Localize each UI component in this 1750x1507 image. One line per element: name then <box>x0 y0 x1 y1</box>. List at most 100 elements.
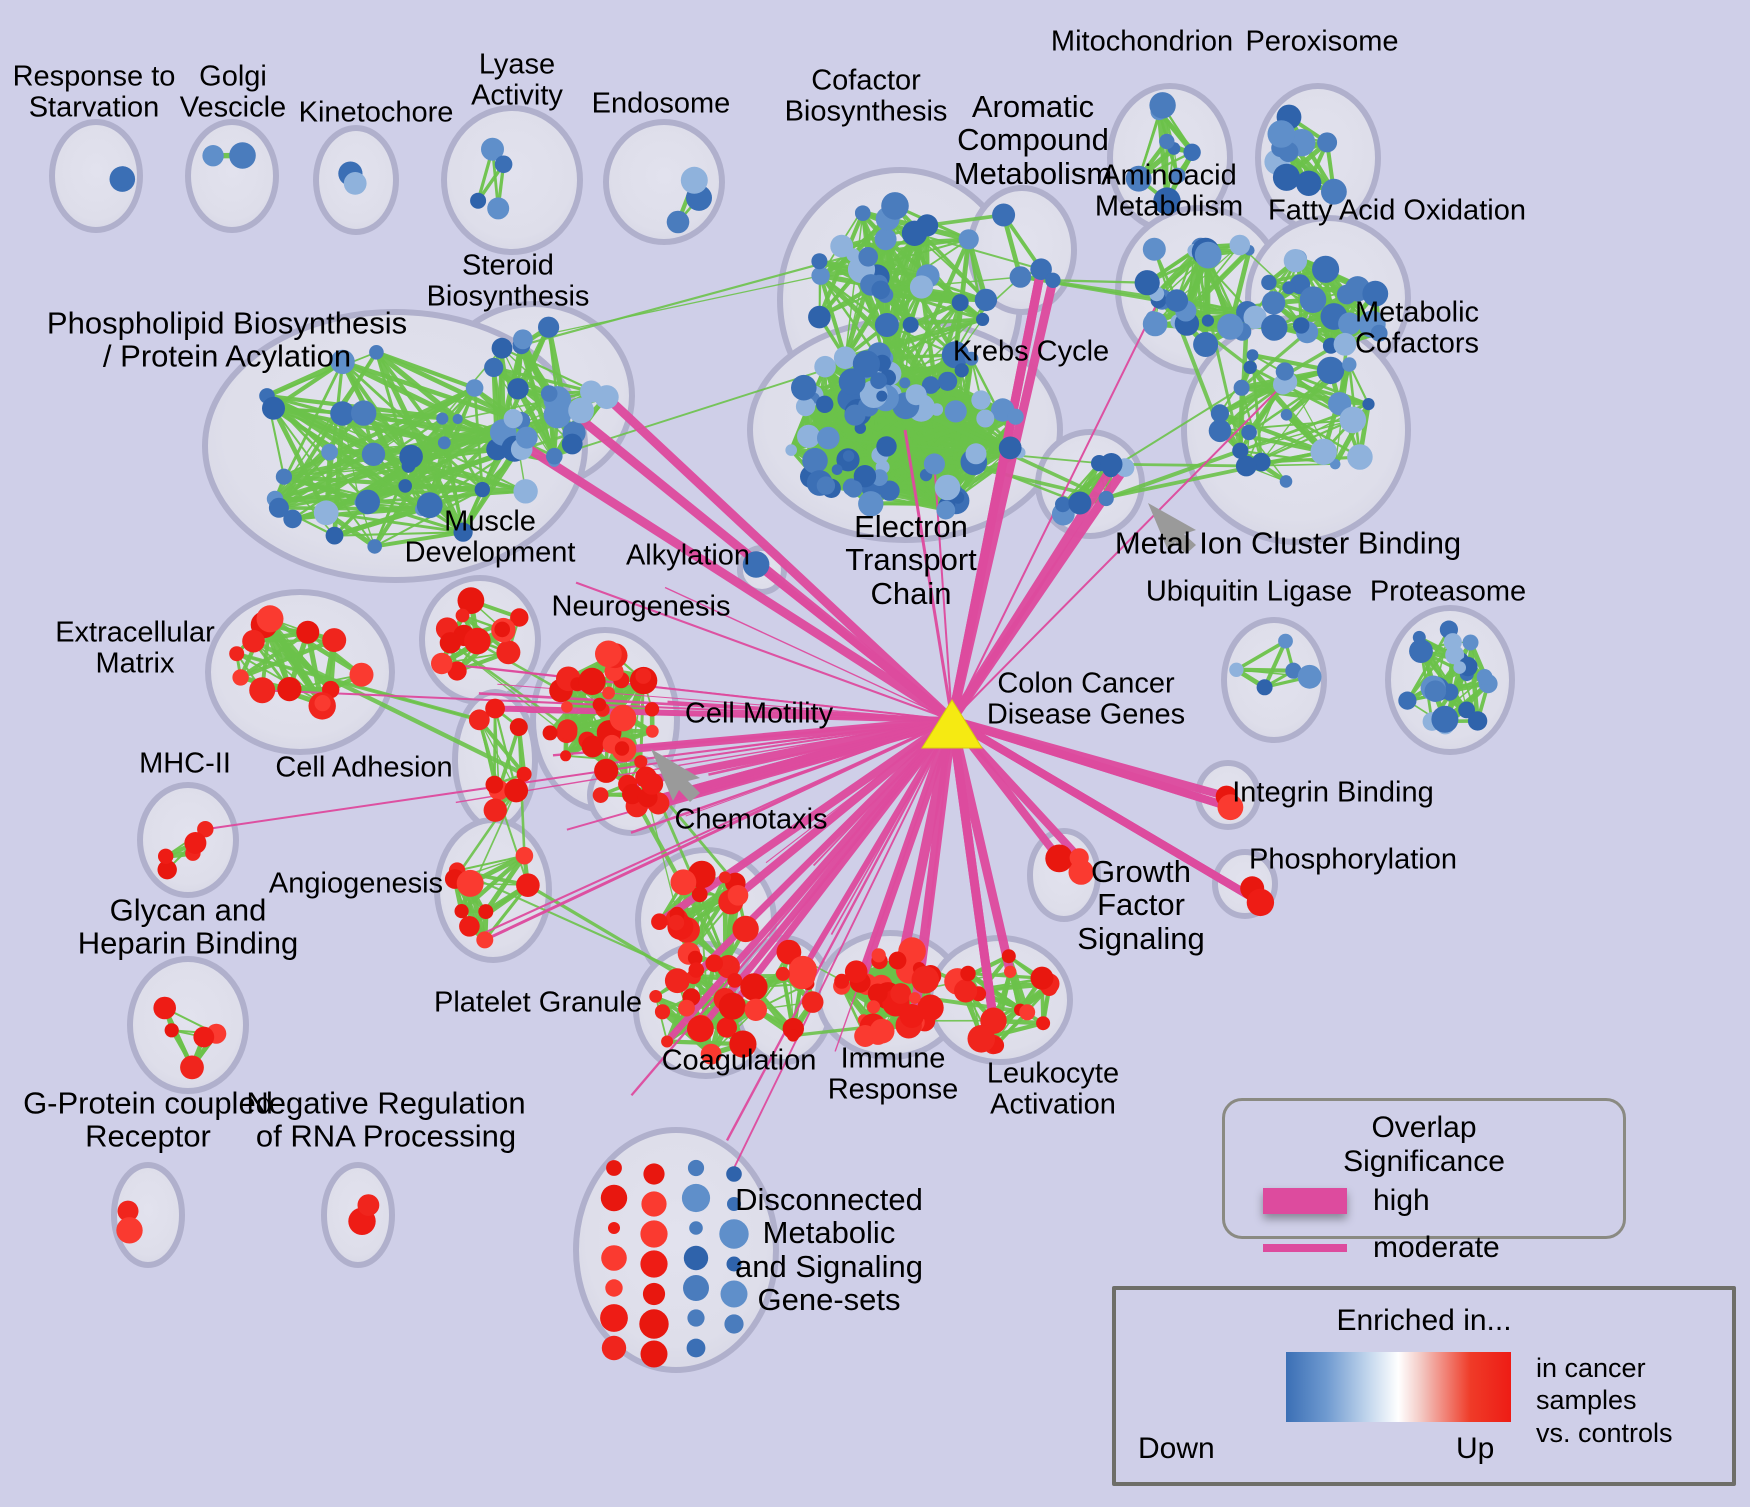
gene-set-node <box>1267 120 1296 148</box>
gene-set-node <box>644 702 660 717</box>
inter-cluster-overlap-edge <box>1105 448 1241 501</box>
colon-cancer-hub-node[interactable] <box>921 699 983 749</box>
gene-set-node <box>1001 949 1016 964</box>
gene-set-node <box>871 280 890 300</box>
disconnected-gene-set-node <box>681 1183 711 1213</box>
disconnected-gene-set-node <box>601 1245 627 1271</box>
inter-cluster-overlap-edge <box>904 276 1021 384</box>
gene-set-node <box>1246 888 1275 917</box>
gene-set-node <box>944 400 967 423</box>
hub-edge-mhc-ii <box>205 719 953 831</box>
gene-set-node <box>934 474 961 501</box>
gene-set-node <box>496 640 521 665</box>
disconnected-gene-set-node <box>724 1314 744 1334</box>
gene-set-node <box>845 480 863 498</box>
gene-set-node <box>1153 187 1181 215</box>
inter-cluster-overlap-edge <box>236 652 480 721</box>
gene-set-node <box>930 403 944 416</box>
gene-set-node <box>670 869 697 896</box>
gene-set-node <box>1398 691 1417 710</box>
gene-set-node <box>1256 679 1273 696</box>
gene-set-node <box>184 832 207 854</box>
gene-set-node <box>609 704 637 732</box>
gene-set-node <box>275 468 292 485</box>
gene-set-node <box>1431 705 1459 733</box>
gene-set-node <box>1317 132 1338 153</box>
hub-edge-steroid-biosynthesis <box>603 393 956 724</box>
overlap-edge <box>375 350 476 390</box>
gene-set-node <box>494 621 511 638</box>
gene-set-node <box>355 489 381 515</box>
hub-edge-chemotaxis <box>657 716 955 926</box>
gene-set-node <box>844 404 866 426</box>
gene-set-node <box>951 294 969 312</box>
gene-set-node <box>557 719 578 740</box>
gene-set-node <box>844 960 868 983</box>
gene-set-node <box>787 1029 800 1042</box>
gene-set-node <box>967 1025 996 1053</box>
gene-set-node <box>1299 286 1327 314</box>
gene-set-node <box>890 983 912 1004</box>
overlap-edge <box>687 876 727 955</box>
hub-edge-moderate <box>708 718 953 776</box>
gene-set-node <box>833 346 857 370</box>
gene-set-node <box>476 931 494 949</box>
gene-set-node <box>580 380 603 403</box>
gene-set-node <box>513 329 533 350</box>
disconnected-gene-set-node <box>600 1304 628 1332</box>
gene-set-node <box>1338 312 1361 336</box>
gene-set-node <box>470 192 487 209</box>
gene-set-node <box>876 436 897 457</box>
overlap-edge <box>1262 640 1288 689</box>
gene-set-node <box>1149 92 1176 119</box>
hub-edge-moderate <box>725 719 954 1141</box>
disconnected-gene-set-node <box>686 1338 706 1358</box>
gene-set-node <box>964 351 979 366</box>
hub-edge-krebs-cycle <box>903 429 954 721</box>
gene-set-node <box>678 999 695 1017</box>
gene-set-node <box>1316 356 1345 385</box>
gene-set-node <box>507 378 529 400</box>
gene-set-node <box>483 798 507 822</box>
gene-set-node <box>635 668 652 684</box>
gene-set-node <box>229 646 245 662</box>
gene-set-node <box>516 766 532 782</box>
gene-set-node <box>687 950 703 966</box>
gene-set-node <box>965 443 987 465</box>
legend-high-swatch <box>1263 1188 1347 1214</box>
legend-overlap-significance: Overlap Significance high moderate <box>1222 1098 1626 1264</box>
gene-set-node <box>158 848 174 864</box>
gene-set-node <box>262 396 285 420</box>
hub-edge-moderate <box>765 719 953 864</box>
gene-set-node <box>871 948 886 963</box>
gene-set-node <box>775 966 790 981</box>
disconnected-gene-set-node <box>601 1335 627 1361</box>
cluster-halo-lyase-activity <box>441 105 583 255</box>
gene-set-node <box>503 409 523 429</box>
gene-set-node <box>510 608 529 627</box>
overlap-edge <box>333 507 423 538</box>
gene-set-node <box>901 220 928 246</box>
overlap-edge <box>493 365 592 394</box>
gene-set-node <box>1261 314 1288 341</box>
gene-set-node <box>581 735 604 758</box>
cluster-halo-endosome <box>603 119 725 245</box>
gene-set-node <box>888 951 907 970</box>
gene-set-node <box>1045 272 1061 288</box>
disconnected-gene-set-node <box>640 1340 668 1368</box>
gene-set-node <box>578 667 606 696</box>
gene-set-node <box>1467 711 1488 731</box>
gene-set-node <box>1229 234 1251 256</box>
gene-set-node <box>858 246 878 267</box>
inter-cluster-overlap-edge <box>914 232 1042 271</box>
gene-set-node <box>971 390 991 410</box>
gene-set-node <box>193 1026 215 1048</box>
gene-set-node <box>1278 633 1293 649</box>
gene-set-node <box>742 551 770 578</box>
overlap-edge <box>902 238 971 384</box>
legend-up-label: Up <box>1456 1432 1495 1465</box>
inter-cluster-overlap-edge <box>880 276 1021 291</box>
gene-set-node <box>1333 332 1357 356</box>
gene-set-node <box>1194 241 1222 269</box>
